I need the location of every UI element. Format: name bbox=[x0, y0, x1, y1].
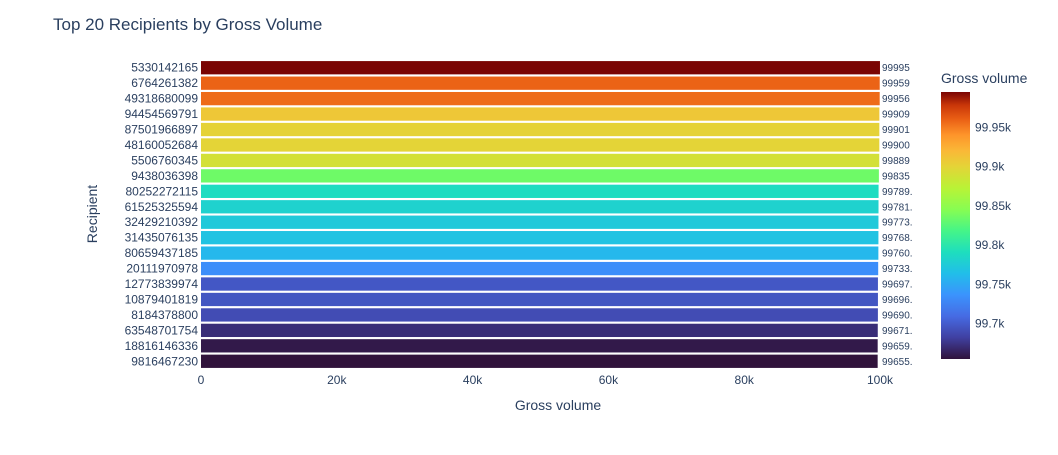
x-tick-label: 100k bbox=[867, 373, 894, 387]
y-tick-label: 9816467230 bbox=[131, 354, 198, 368]
colorbar-tick-label: 99.95k bbox=[975, 120, 1012, 134]
y-tick-label: 49318680099 bbox=[125, 92, 199, 106]
data-label: 99889 bbox=[882, 156, 910, 167]
y-axis-title: Recipient bbox=[84, 185, 100, 243]
y-tick-label: 20111970978 bbox=[126, 262, 198, 276]
colorbar-title: Gross volume bbox=[941, 70, 1028, 86]
bar bbox=[201, 91, 880, 106]
y-tick-label: 5506760345 bbox=[131, 153, 198, 167]
y-tick-label: 18816146336 bbox=[125, 339, 199, 353]
data-label: 99909 bbox=[882, 110, 910, 121]
bar bbox=[201, 169, 879, 183]
bar bbox=[201, 354, 878, 368]
bar bbox=[201, 323, 878, 338]
y-tick-label: 8184378800 bbox=[131, 308, 198, 322]
x-tick-label: 0 bbox=[198, 373, 205, 387]
colorbar bbox=[941, 92, 970, 359]
y-tick-label: 9438036398 bbox=[131, 169, 198, 183]
bar bbox=[201, 107, 880, 121]
data-label: 99959 bbox=[882, 79, 910, 90]
data-labels: 99995 99959 99956 99909 99901 99900 99889 99835… bbox=[882, 63, 913, 368]
x-tick-label: 20k bbox=[327, 373, 347, 387]
y-tick-label: 12773839974 bbox=[125, 277, 199, 291]
data-label: 99671. bbox=[882, 326, 913, 337]
bar bbox=[201, 215, 879, 229]
bar bbox=[201, 292, 878, 307]
data-label: 99835 bbox=[882, 171, 910, 182]
x-tick-label: 80k bbox=[735, 373, 755, 387]
y-tick-label: 87501966897 bbox=[125, 123, 199, 137]
data-label: 99697. bbox=[882, 280, 913, 291]
y-tick-label: 80659437185 bbox=[125, 246, 199, 260]
colorbar-tick-label: 99.9k bbox=[975, 160, 1005, 174]
y-tick-label: 48160052684 bbox=[125, 138, 199, 152]
y-tick-label: 5330142165 bbox=[131, 61, 198, 75]
bar bbox=[201, 277, 878, 291]
bar bbox=[201, 76, 880, 90]
bar bbox=[201, 122, 880, 137]
y-tick-label: 31435076135 bbox=[125, 231, 199, 245]
bar bbox=[201, 200, 879, 214]
bar bbox=[201, 261, 879, 276]
bar bbox=[201, 61, 880, 75]
bars-group bbox=[201, 61, 880, 368]
bar bbox=[201, 339, 878, 353]
data-label: 99956 bbox=[882, 94, 910, 105]
bar bbox=[201, 138, 880, 152]
bar bbox=[201, 184, 879, 198]
y-tick-label: 10879401819 bbox=[125, 292, 199, 306]
colorbar-tick-label: 99.7k bbox=[975, 317, 1005, 331]
bar bbox=[201, 308, 878, 322]
data-label: 99690. bbox=[882, 310, 913, 321]
data-label: 99760. bbox=[882, 249, 913, 260]
data-label: 99781. bbox=[882, 202, 913, 213]
y-tick-label: 6764261382 bbox=[131, 76, 198, 90]
colorbar-tick-label: 99.85k bbox=[975, 199, 1012, 213]
x-tick-label: 60k bbox=[599, 373, 619, 387]
colorbar-tick-label: 99.75k bbox=[975, 277, 1012, 291]
y-tick-label: 32429210392 bbox=[125, 215, 199, 229]
x-axis-title: Gross volume bbox=[515, 397, 602, 413]
y-tick-label: 94454569791 bbox=[125, 107, 199, 121]
data-label: 99995 bbox=[882, 63, 910, 74]
colorbar-ticks: 99.7k 99.75k 99.8k 99.85k 99.9k 99.95k bbox=[975, 120, 1012, 330]
bar bbox=[201, 246, 879, 260]
y-tick-label: 80252272115 bbox=[125, 184, 198, 198]
x-tick-labels: 0 20k 40k 60k 80k 100k bbox=[198, 373, 894, 387]
bar bbox=[201, 153, 880, 168]
data-label: 99789. bbox=[882, 187, 913, 198]
chart-title: Top 20 Recipients by Gross Volume bbox=[53, 15, 322, 34]
colorbar-tick-label: 99.8k bbox=[975, 238, 1005, 252]
x-tick-label: 40k bbox=[463, 373, 483, 387]
data-label: 99655. bbox=[882, 357, 913, 368]
data-label: 99696. bbox=[882, 295, 913, 306]
y-tick-label: 61525325594 bbox=[125, 200, 199, 214]
data-label: 99733. bbox=[882, 264, 913, 275]
data-label: 99659. bbox=[882, 341, 913, 352]
data-label: 99901 bbox=[882, 125, 910, 136]
data-label: 99768. bbox=[882, 233, 913, 244]
data-label: 99773. bbox=[882, 218, 913, 229]
y-tick-label: 63548701754 bbox=[125, 323, 199, 337]
bar bbox=[201, 231, 879, 245]
data-label: 99900 bbox=[882, 140, 910, 151]
